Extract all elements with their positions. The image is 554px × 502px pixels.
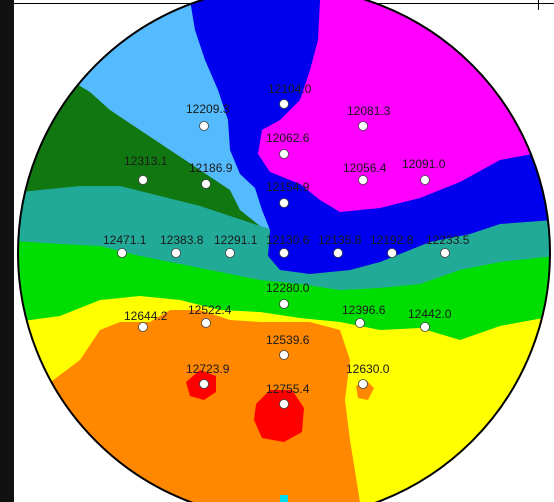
measurement-label: 12539.6	[266, 333, 310, 347]
measurement-point	[138, 322, 148, 332]
measurement-label: 12081.3	[347, 104, 391, 118]
measurement-point	[199, 379, 209, 389]
measurement-label: 12062.6	[266, 131, 310, 145]
measurement-point	[199, 121, 209, 131]
measurement-point	[138, 175, 148, 185]
window-frame-left	[0, 0, 14, 502]
measurement-point	[279, 149, 289, 159]
measurement-label: 12192.8	[370, 233, 414, 247]
measurement-point	[201, 179, 211, 189]
measurement-label: 12383.8	[160, 233, 204, 247]
measurement-point	[279, 399, 289, 409]
measurement-label: 12471.1	[103, 233, 147, 247]
measurement-label: 12209.3	[186, 102, 230, 116]
measurement-label: 12313.1	[124, 154, 168, 168]
measurement-label: 12104.0	[268, 82, 312, 96]
measurement-point	[358, 379, 368, 389]
measurement-label: 12442.0	[408, 307, 452, 321]
measurement-point	[355, 318, 365, 328]
measurement-points: 12104.0 12209.3 12081.3 12062.6 12313.1 12186…	[103, 82, 470, 409]
measurement-point	[358, 121, 368, 131]
measurement-label: 12186.9	[189, 161, 233, 175]
band-red-spot-center	[254, 390, 304, 442]
measurement-label: 12644.2	[124, 309, 168, 323]
measurement-label: 12135.8	[318, 233, 362, 247]
measurement-label: 12233.5	[426, 233, 470, 247]
wafer-notch-marker	[280, 495, 288, 502]
measurement-point	[225, 248, 235, 258]
measurement-label: 12723.9	[186, 362, 230, 376]
measurement-point	[279, 99, 289, 109]
measurement-point	[358, 175, 368, 185]
measurement-point	[171, 248, 181, 258]
measurement-label: 12630.0	[346, 362, 390, 376]
measurement-point	[420, 175, 430, 185]
measurement-point	[387, 248, 397, 258]
measurement-point	[333, 248, 343, 258]
measurement-label: 12280.0	[266, 281, 310, 295]
measurement-point	[440, 248, 450, 258]
measurement-label: 12522.4	[188, 303, 232, 317]
measurement-label: 12056.4	[343, 161, 387, 175]
measurement-point	[420, 322, 430, 332]
window-frame-tick	[538, 0, 539, 10]
measurement-point	[279, 198, 289, 208]
measurement-point	[279, 350, 289, 360]
measurement-point	[117, 248, 127, 258]
measurement-label: 12396.6	[342, 303, 386, 317]
wafer-outline	[17, 0, 551, 502]
measurement-label: 12091.0	[402, 157, 446, 171]
measurement-label: 12291.1	[214, 233, 258, 247]
measurement-label: 12130.6	[266, 233, 310, 247]
measurement-point	[201, 318, 211, 328]
measurement-point	[279, 299, 289, 309]
measurement-label: 12755.4	[266, 382, 310, 396]
measurement-point	[279, 248, 289, 258]
measurement-label: 12154.9	[266, 180, 310, 194]
